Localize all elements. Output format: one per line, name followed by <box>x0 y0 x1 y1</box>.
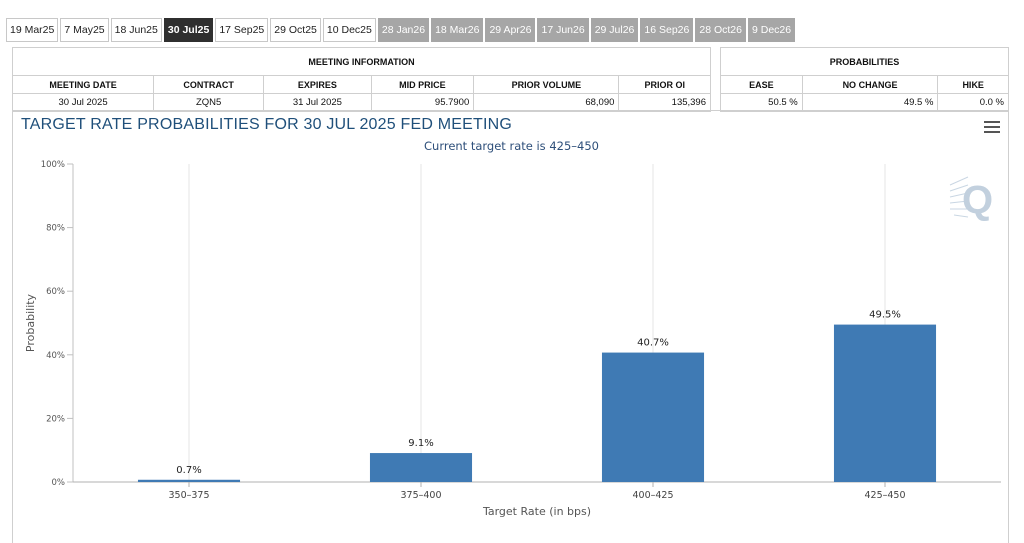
data-label: 40.7% <box>637 338 669 349</box>
chart-panel: 0% 20% 40% 60% 80% 100% 0.7% 350–375 9.1% 375–400… <box>12 110 1009 543</box>
bar <box>369 453 473 482</box>
tab-meeting-date[interactable]: 28 Oct26 <box>695 18 746 42</box>
hamburger-menu-icon[interactable] <box>984 121 1000 135</box>
contract-cell: ZQN5 <box>153 93 265 112</box>
tab-meeting-date[interactable]: 17 Sep25 <box>215 18 269 42</box>
tab-meeting-date[interactable]: 18 Mar26 <box>431 18 484 42</box>
meeting-date-cell: 30 Jul 2025 <box>11 93 155 112</box>
x-tick-label: 400–425 <box>632 490 673 501</box>
data-label: 49.5% <box>869 310 901 321</box>
tab-meeting-date[interactable]: 7 May25 <box>60 18 109 42</box>
prior-oi-cell: 135,396 <box>618 93 711 112</box>
y-tick-label: 100% <box>41 160 65 170</box>
tab-meeting-date[interactable]: 17 Jun26 <box>537 18 589 42</box>
ease-cell: 50.5 % <box>720 93 803 112</box>
y-tick-label: 0% <box>52 478 66 488</box>
probabilities-heading: PROBABILITIES <box>720 47 1009 76</box>
x-tick-label: 350–375 <box>168 490 209 501</box>
tab-meeting-date[interactable]: 28 Jan26 <box>377 18 430 42</box>
column-header-prior-volume: PRIOR VOLUME <box>473 75 620 94</box>
x-axis-title: Target Rate (in bps) <box>482 505 591 518</box>
column-header-mid-price: MID PRICE <box>370 75 475 94</box>
tab-meeting-date[interactable]: 10 Dec25 <box>322 18 376 42</box>
chart-subtitle: Current target rate is 425–450 <box>424 139 599 153</box>
meeting-information-table: MEETING INFORMATION MEETING DATE CONTRAC… <box>11 47 711 112</box>
x-tick-label: 425–450 <box>864 490 905 501</box>
tab-meeting-date[interactable]: 19 Mar25 <box>6 18 59 42</box>
chart-title: TARGET RATE PROBABILITIES FOR 30 JUL 202… <box>21 116 513 133</box>
meeting-information-heading: MEETING INFORMATION <box>12 47 711 76</box>
y-tick-label: 80% <box>46 224 65 234</box>
column-header-hike: HIKE <box>937 75 1009 94</box>
column-header-no-change: NO CHANGE <box>801 75 939 94</box>
tab-meeting-date[interactable]: 9 Dec26 <box>748 18 796 42</box>
table-row: 50.5 % 49.5 % 0.0 % <box>720 93 1009 112</box>
meeting-date-tabs: 19 Mar25 7 May25 18 Jun25 30 Jul25 17 Sep25 2… <box>6 18 796 44</box>
y-tick-label: 60% <box>46 287 65 297</box>
bar <box>833 324 937 482</box>
column-header-meeting-date: MEETING DATE <box>11 75 155 94</box>
table-row: 30 Jul 2025 ZQN5 31 Jul 2025 95.7900 68,… <box>11 93 711 112</box>
data-label: 0.7% <box>176 465 201 476</box>
y-axis-title: Probability <box>24 293 37 352</box>
tab-meeting-date[interactable]: 16 Sep26 <box>640 18 694 42</box>
tab-meeting-date[interactable]: 29 Apr26 <box>485 18 536 42</box>
y-tick-label: 20% <box>46 414 65 424</box>
svg-text:Q: Q <box>962 178 992 222</box>
y-tick-label: 40% <box>46 351 65 361</box>
expires-cell: 31 Jul 2025 <box>263 93 372 112</box>
mid-price-cell: 95.7900 <box>370 93 475 112</box>
hike-cell: 0.0 % <box>937 93 1009 112</box>
bar <box>137 479 241 482</box>
column-header-ease: EASE <box>720 75 803 94</box>
column-header-prior-oi: PRIOR OI <box>618 75 711 94</box>
column-header-expires: EXPIRES <box>263 75 372 94</box>
data-label: 9.1% <box>408 438 433 449</box>
no-change-cell: 49.5 % <box>801 93 939 112</box>
column-header-contract: CONTRACT <box>153 75 265 94</box>
prior-volume-cell: 68,090 <box>473 93 620 112</box>
x-tick-label: 375–400 <box>400 490 441 501</box>
probabilities-table: PROBABILITIES EASE NO CHANGE HIKE 50.5 %… <box>720 47 1009 112</box>
tab-meeting-date[interactable]: 18 Jun25 <box>110 18 162 42</box>
bar-chart: 0% 20% 40% 60% 80% 100% 0.7% 350–375 9.1% 375–400… <box>24 160 1001 518</box>
tab-meeting-date[interactable]: 30 Jul25 <box>163 18 214 42</box>
tab-meeting-date[interactable]: 29 Jul26 <box>590 18 639 42</box>
q-logo-icon: Q <box>949 176 992 222</box>
bar <box>601 352 705 482</box>
tab-meeting-date[interactable]: 29 Oct25 <box>270 18 321 42</box>
